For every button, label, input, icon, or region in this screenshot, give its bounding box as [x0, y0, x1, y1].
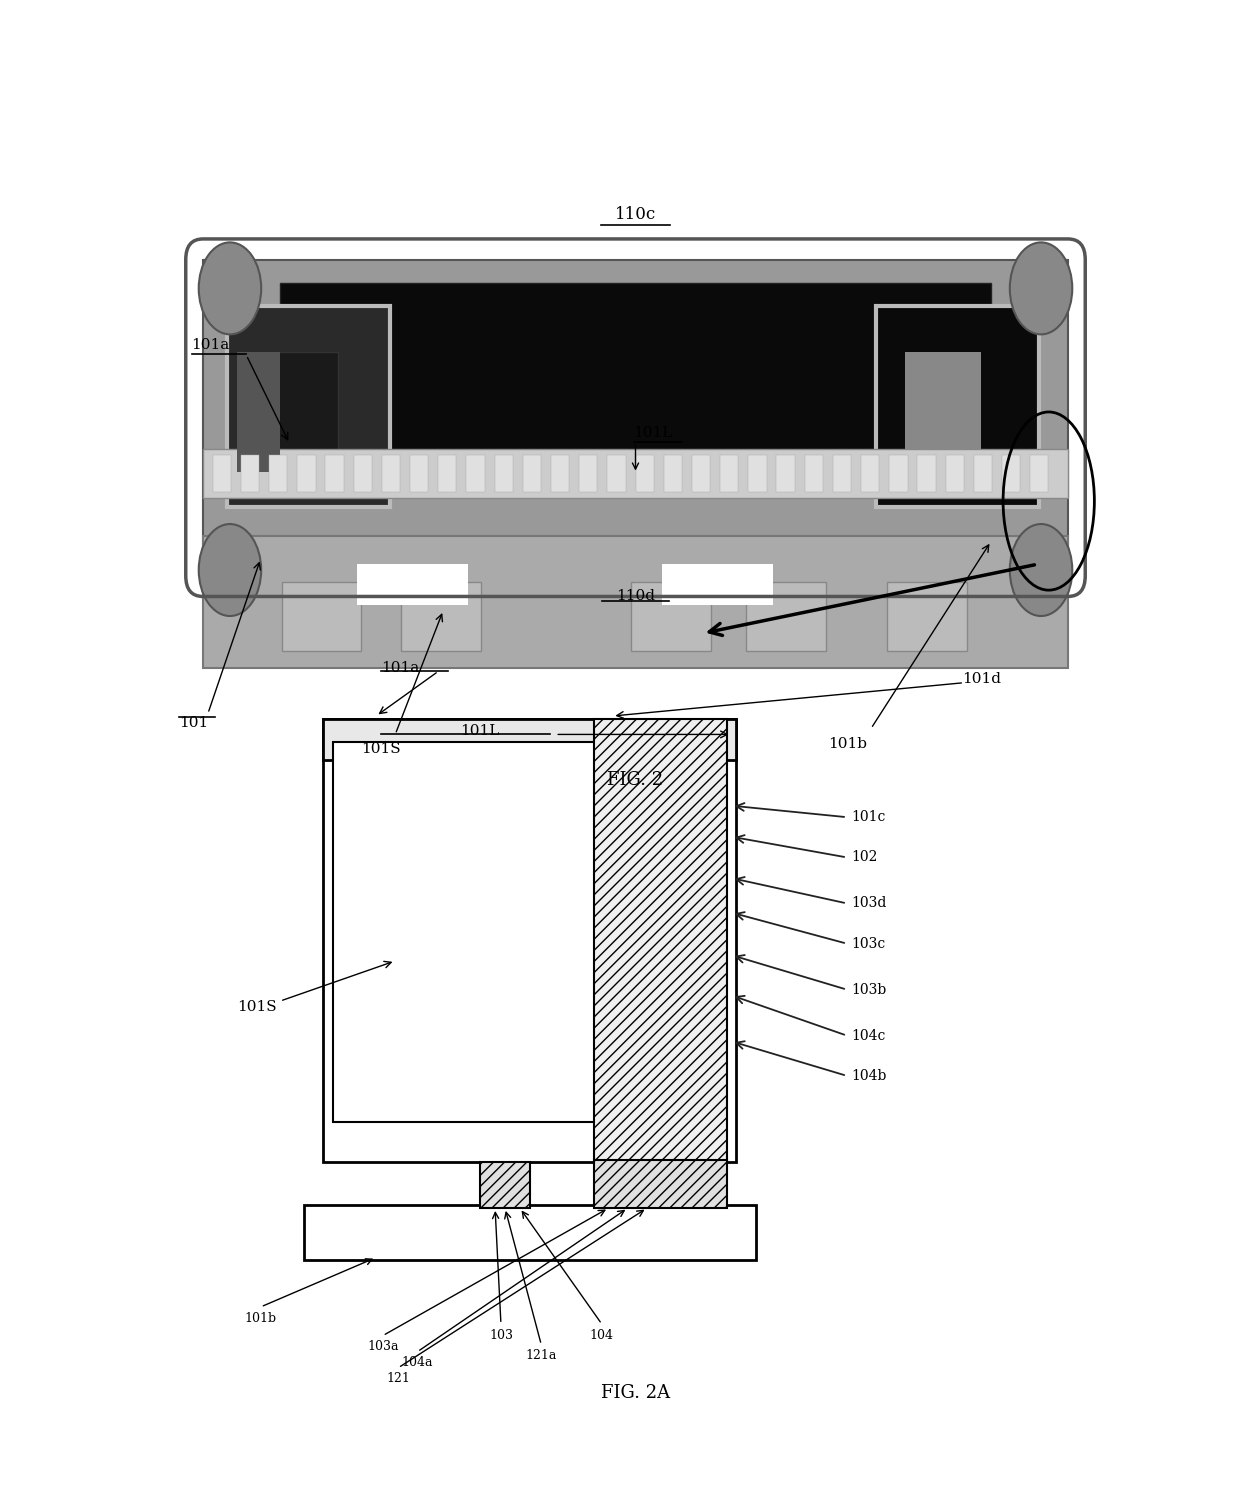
Bar: [304, 1205, 755, 1260]
Bar: [1002, 455, 1021, 491]
Bar: [325, 455, 343, 491]
Text: 104: 104: [590, 1329, 614, 1342]
Bar: [281, 582, 361, 651]
Bar: [662, 564, 773, 605]
Ellipse shape: [198, 242, 262, 334]
Text: 101c: 101c: [852, 811, 887, 824]
Bar: [213, 455, 231, 491]
Bar: [635, 455, 653, 491]
Bar: [918, 455, 936, 491]
Bar: [410, 455, 428, 491]
Bar: [1030, 455, 1049, 491]
Bar: [242, 352, 337, 472]
Text: 103d: 103d: [852, 896, 887, 911]
Bar: [480, 1162, 529, 1208]
Ellipse shape: [1009, 242, 1073, 334]
Bar: [280, 282, 991, 449]
Text: 101L: 101L: [460, 724, 500, 738]
Bar: [237, 352, 280, 472]
Bar: [973, 455, 992, 491]
Text: 103c: 103c: [852, 936, 885, 951]
Text: 101S: 101S: [362, 742, 402, 757]
Text: 110d: 110d: [616, 590, 655, 603]
Bar: [875, 306, 1039, 506]
Text: 103: 103: [489, 1329, 513, 1342]
Bar: [382, 455, 401, 491]
Bar: [402, 582, 481, 651]
Bar: [353, 455, 372, 491]
Bar: [833, 455, 851, 491]
Bar: [905, 352, 982, 472]
Bar: [579, 455, 598, 491]
Bar: [495, 455, 513, 491]
Text: 103b: 103b: [852, 982, 887, 997]
Bar: [663, 455, 682, 491]
Bar: [203, 260, 1068, 576]
Bar: [203, 536, 1068, 667]
Bar: [720, 455, 738, 491]
Bar: [631, 582, 711, 651]
Bar: [594, 720, 727, 1162]
Text: 101: 101: [179, 717, 208, 730]
Text: FIG. 2: FIG. 2: [608, 772, 663, 790]
Bar: [805, 455, 823, 491]
Ellipse shape: [1009, 524, 1073, 617]
Text: 104c: 104c: [852, 1029, 887, 1042]
Bar: [748, 455, 766, 491]
Text: 101L: 101L: [634, 426, 673, 440]
Bar: [608, 455, 626, 491]
Ellipse shape: [198, 524, 262, 617]
Bar: [746, 582, 826, 651]
Bar: [946, 455, 963, 491]
Bar: [888, 582, 967, 651]
Bar: [875, 306, 1039, 506]
Text: 121a: 121a: [526, 1350, 557, 1363]
Bar: [889, 455, 908, 491]
Bar: [692, 455, 711, 491]
Bar: [227, 306, 391, 506]
Text: 101a: 101a: [191, 337, 229, 352]
Bar: [594, 1160, 727, 1208]
Text: 101d: 101d: [962, 672, 1001, 687]
Bar: [203, 449, 1068, 497]
Text: 110c: 110c: [615, 206, 656, 222]
Bar: [298, 455, 315, 491]
Text: 104b: 104b: [852, 1069, 887, 1082]
Bar: [332, 742, 596, 1121]
Bar: [241, 455, 259, 491]
Text: 101b: 101b: [828, 736, 867, 751]
Bar: [269, 455, 288, 491]
Bar: [466, 455, 485, 491]
Bar: [227, 306, 391, 506]
Text: 101S: 101S: [237, 1000, 277, 1014]
Bar: [551, 455, 569, 491]
Text: 101a: 101a: [381, 661, 419, 675]
Bar: [776, 455, 795, 491]
Bar: [357, 564, 467, 605]
Bar: [861, 455, 879, 491]
Text: 103a: 103a: [367, 1341, 398, 1353]
Text: 102: 102: [852, 851, 878, 864]
Text: 104a: 104a: [402, 1356, 433, 1369]
Text: 121: 121: [386, 1372, 410, 1386]
Bar: [324, 720, 737, 760]
Bar: [523, 455, 541, 491]
Bar: [324, 720, 737, 1162]
Text: FIG. 2A: FIG. 2A: [601, 1384, 670, 1402]
Bar: [438, 455, 456, 491]
Text: 101b: 101b: [244, 1311, 277, 1324]
